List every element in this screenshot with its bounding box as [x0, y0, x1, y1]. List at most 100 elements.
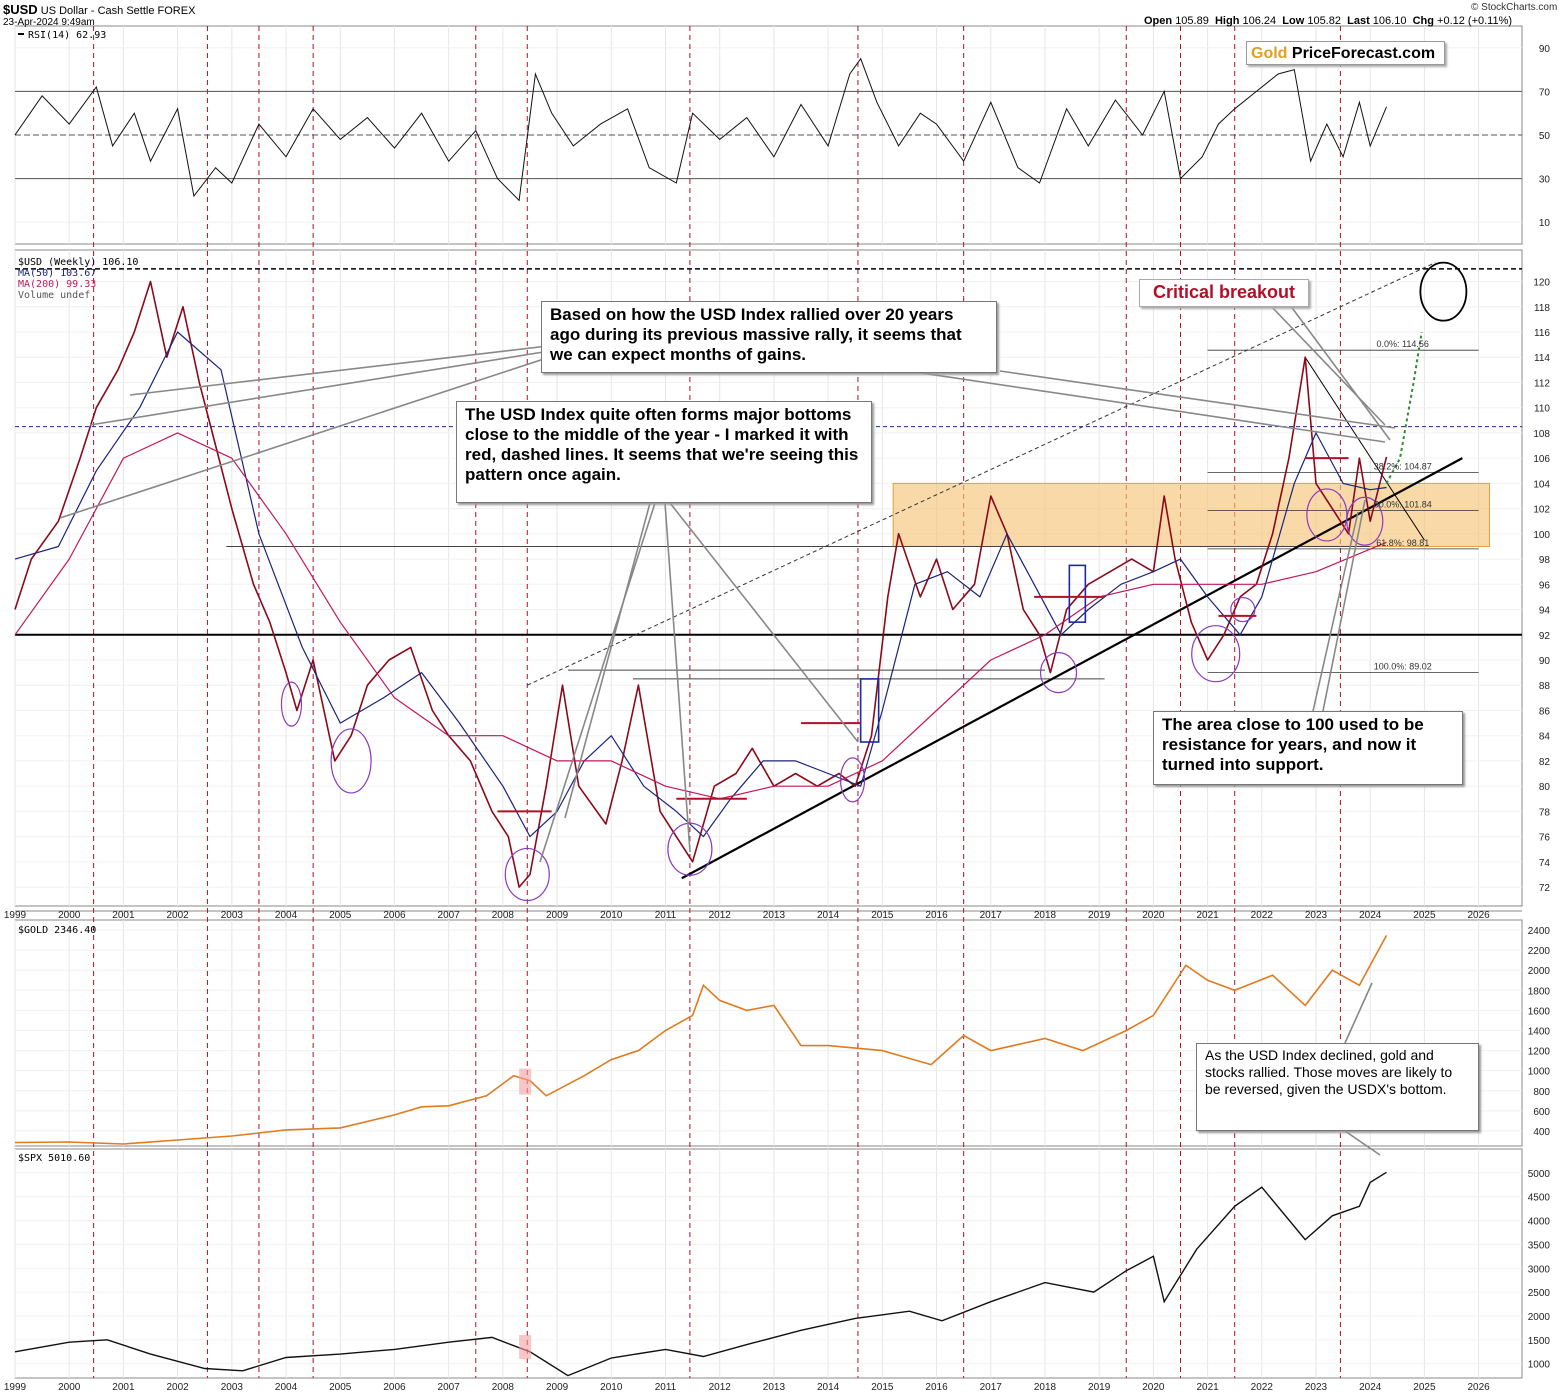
year-tick-label: 2023	[1305, 910, 1328, 921]
year-tick-label: 2004	[275, 910, 298, 921]
ohlc-high-value: 106.24	[1242, 15, 1277, 27]
usd-series-ma-50-	[14, 331, 1387, 838]
critical-breakout-label: Critical breakout	[1139, 279, 1309, 307]
usd-y-tick-label: 86	[1539, 706, 1551, 717]
year-tick-label-bottom: 2019	[1088, 1382, 1111, 1393]
year-tick-label-bottom: 2021	[1196, 1382, 1219, 1393]
usd-y-tick-label: 120	[1533, 278, 1550, 289]
year-tick-label: 2011	[655, 910, 677, 921]
year-tick-label-bottom: 2026	[1468, 1382, 1491, 1393]
callout-pointer	[664, 502, 691, 853]
ohlc-open-value: 105.89	[1175, 15, 1209, 27]
usd-y-tick-label: 114	[1534, 353, 1550, 364]
usd-y-tick-label: 74	[1539, 858, 1551, 869]
callout-pointer	[59, 354, 557, 519]
rsi-line	[14, 57, 1387, 202]
year-tick-label: 2000	[58, 910, 81, 921]
downtrend-line	[1304, 356, 1425, 541]
year-tick-label: 2016	[925, 910, 948, 921]
gold-y-tick-label: 2000	[1528, 966, 1551, 977]
year-tick-label-bottom: 2005	[329, 1382, 352, 1393]
bottom-circle	[839, 757, 866, 803]
goldpriceforecast-logo: Gold PriceForecast.com	[1246, 41, 1445, 65]
bottom-circle	[1230, 596, 1256, 623]
spx-y-tick-label: 1500	[1528, 1336, 1551, 1347]
ohlc-low-label: Low	[1282, 15, 1305, 27]
bottom-circle	[280, 681, 303, 727]
year-tick-label-bottom: 2004	[275, 1382, 298, 1393]
spx-y-tick-label: 4000	[1528, 1217, 1551, 1228]
year-tick-label-bottom: 2017	[980, 1382, 1003, 1393]
price-series	[14, 57, 1388, 1377]
spx-y-tick-label: 5000	[1528, 1169, 1551, 1180]
year-tick-label-bottom: 2001	[112, 1382, 135, 1393]
year-tick-label-bottom: 2015	[871, 1382, 894, 1393]
usd-y-tick-label: 94	[1539, 606, 1551, 617]
callout-pointer	[539, 502, 656, 863]
usd-y-tick-label: 102	[1533, 505, 1550, 516]
year-tick-label-bottom: 2006	[383, 1382, 406, 1393]
long-term-support-trendline	[681, 457, 1463, 880]
usd-series-ma-200-	[14, 432, 1387, 800]
gold-y-tick-label: 1800	[1528, 986, 1551, 997]
trendlines	[527, 262, 1463, 880]
ohlc-open-label: Open	[1144, 15, 1173, 27]
usd-y-tick-label: 96	[1539, 580, 1551, 591]
usd-y-tick-label: 112	[1534, 378, 1550, 389]
year-tick-label-bottom: 2012	[709, 1382, 732, 1393]
usd-y-tick-label: 78	[1539, 807, 1551, 818]
rsi-y-tick-label: 90	[1539, 44, 1551, 55]
year-tick-label: 2005	[329, 910, 352, 921]
usd-y-tick-label: 82	[1539, 757, 1551, 768]
year-tick-label-bottom: 2007	[438, 1382, 461, 1393]
ohlc-last-value: 106.10	[1372, 15, 1407, 27]
spx-y-tick-label: 3500	[1528, 1240, 1551, 1251]
volume-legend: Volume undef	[18, 290, 90, 301]
watermark: © StockCharts.com	[1471, 2, 1558, 13]
year-tick-label: 2013	[763, 910, 786, 921]
callout-pointer	[1344, 1130, 1381, 1156]
target-circle	[1419, 261, 1468, 322]
year-tick-label: 2020	[1142, 910, 1165, 921]
rsi-y-tick-label: 10	[1539, 218, 1551, 229]
year-tick-label: 2009	[546, 910, 569, 921]
markup	[59, 261, 1468, 1360]
usd-y-tick-label: 76	[1539, 833, 1551, 844]
bottom-circle	[504, 847, 550, 902]
callout-pointer	[669, 502, 859, 743]
usd-y-tick-label: 100	[1533, 530, 1550, 541]
year-tick-label-bottom: 1999	[4, 1382, 27, 1393]
chart-date: 23-Apr-2024 9:49am	[3, 17, 95, 28]
callout-pointer	[1289, 304, 1391, 441]
callout-pointer	[1269, 304, 1386, 426]
gold-y-tick-label: 1600	[1528, 1006, 1551, 1017]
year-tick-label-bottom: 2018	[1034, 1382, 1057, 1393]
year-tick-label: 2015	[871, 910, 894, 921]
callout-pointer	[999, 370, 1396, 429]
support-zone-rect	[892, 482, 1490, 547]
chart-title: $USD US Dollar - Cash Settle FOREX	[3, 2, 195, 17]
symbol: $USD	[3, 2, 38, 17]
year-tick-label: 2003	[221, 910, 244, 921]
year-tick-label: 2021	[1196, 910, 1219, 921]
annotation-gold-stocks: As the USD Index declined, gold and stoc…	[1196, 1043, 1479, 1131]
year-tick-label-bottom: 2013	[763, 1382, 786, 1393]
callout-pointer	[1322, 499, 1366, 712]
year-tick-label: 2022	[1251, 910, 1274, 921]
year-tick-label: 2008	[492, 910, 515, 921]
bottom-circle	[667, 822, 713, 876]
year-tick-label-bottom: 2008	[492, 1382, 515, 1393]
usd-y-tick-label: 110	[1534, 404, 1550, 415]
bottom-circle	[330, 728, 372, 794]
year-tick-label: 2014	[817, 910, 840, 921]
gold-y-tick-label: 2400	[1528, 926, 1551, 937]
symbol-description: US Dollar - Cash Settle FOREX	[40, 5, 196, 17]
usd-y-tick-label: 88	[1539, 681, 1551, 692]
year-tick-label-bottom: 2024	[1359, 1382, 1382, 1393]
ma200-legend: MA(200) 99.33	[18, 279, 96, 290]
bottom-circle	[1039, 652, 1078, 694]
spx-y-tick-label: 1000	[1528, 1360, 1551, 1371]
year-tick-label: 2018	[1034, 910, 1057, 921]
gold-y-tick-label: 800	[1533, 1087, 1550, 1098]
